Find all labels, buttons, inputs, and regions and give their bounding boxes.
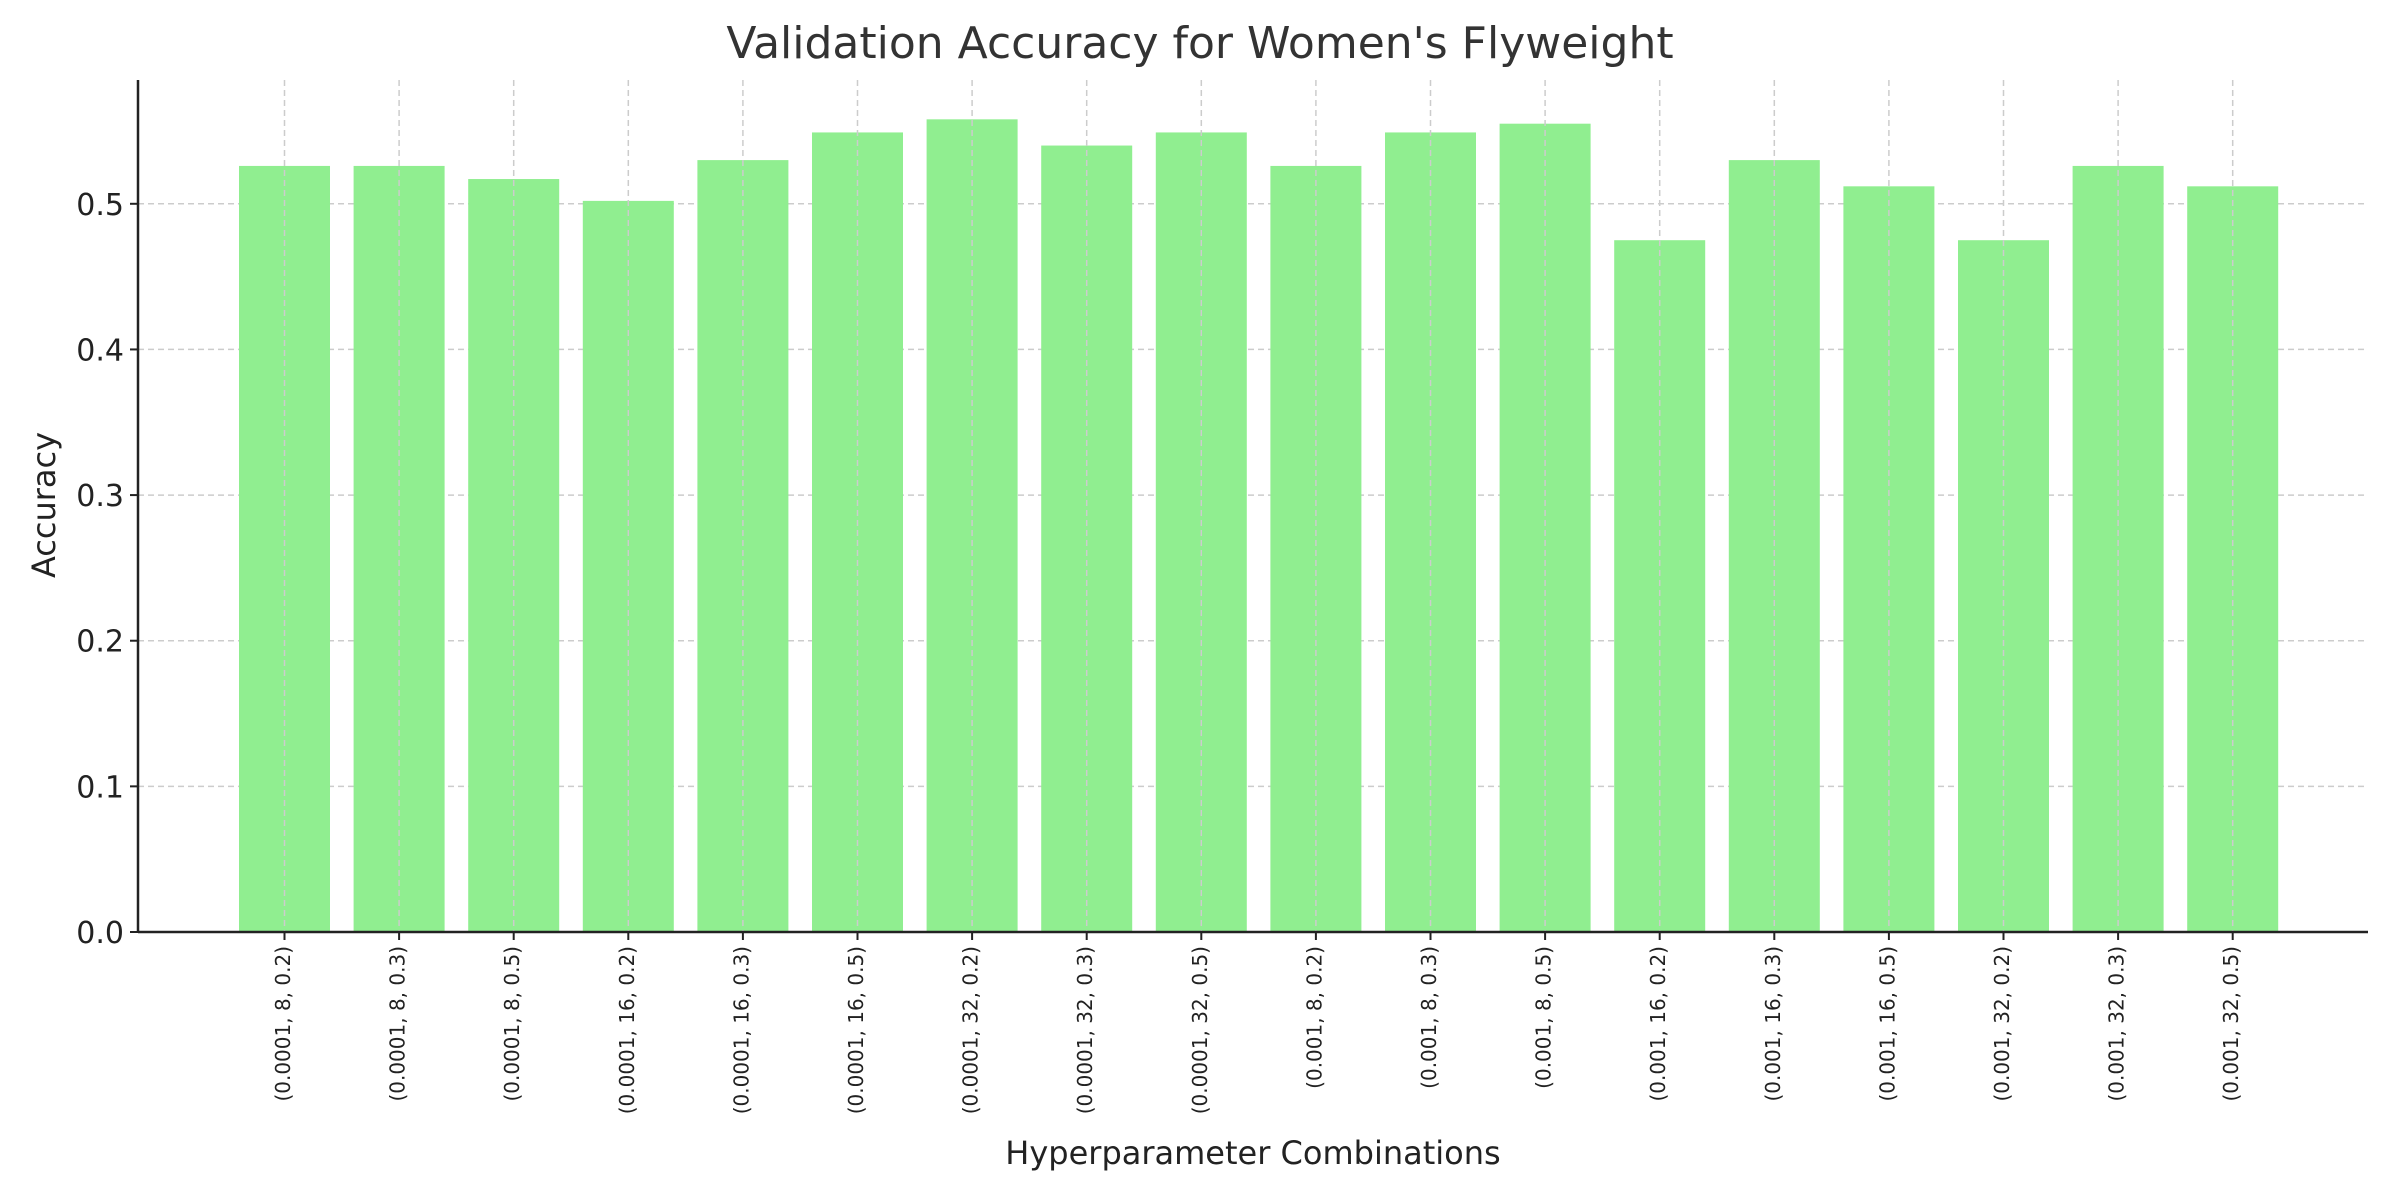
x-tick-label: (0.001, 8, 0.2) [1302, 946, 1326, 1089]
x-tick-label: (0.0001, 8, 0.5) [500, 946, 524, 1102]
bars [239, 119, 2279, 933]
y-tick-label: 0.2 [76, 625, 124, 660]
axes [136, 80, 2368, 934]
y-tick-label: 0.5 [76, 188, 124, 223]
y-tick-label: 0.4 [76, 333, 124, 368]
x-tick-label: (0.001, 32, 0.5) [2219, 946, 2243, 1102]
y-tick-label: 0.1 [76, 770, 124, 805]
y-tick-labels: 0.0 0.1 0.2 0.3 0.4 0.5 [76, 188, 138, 951]
x-tick-label: (0.001, 32, 0.2) [1990, 946, 2014, 1102]
y-tick-label: 0.3 [76, 479, 124, 514]
x-tick-label: (0.001, 8, 0.3) [1417, 946, 1441, 1089]
chart-title: Validation Accuracy for Women's Flyweigh… [726, 18, 1674, 69]
x-tick-label: (0.0001, 32, 0.5) [1188, 946, 1212, 1114]
vertical-grid-lines [283, 80, 2234, 932]
x-tick-label: (0.001, 32, 0.3) [2105, 946, 2129, 1102]
x-tick-label: (0.0001, 8, 0.3) [386, 946, 410, 1102]
bar [1499, 123, 1591, 932]
y-tick-label: 0.0 [76, 916, 124, 951]
x-tick-label: (0.0001, 8, 0.2) [271, 946, 295, 1102]
x-tick-label: (0.0001, 16, 0.5) [844, 946, 868, 1114]
y-axis-label: Accuracy [25, 431, 63, 579]
x-axis-label: Hyperparameter Combinations [1005, 1134, 1501, 1172]
x-tick-label: (0.0001, 16, 0.3) [729, 946, 753, 1114]
x-tick-label: (0.001, 16, 0.5) [1875, 946, 1899, 1102]
x-tick-label: (0.0001, 32, 0.3) [1073, 946, 1097, 1114]
x-tick-label: (0.001, 16, 0.3) [1761, 946, 1785, 1102]
x-tick-label: (0.0001, 16, 0.2) [615, 946, 639, 1114]
x-tick-label: (0.001, 8, 0.5) [1532, 946, 1556, 1089]
x-tick-labels: (0.0001, 8, 0.2) (0.0001, 8, 0.3) (0.0001,… [271, 932, 2243, 1114]
x-tick-label: (0.001, 16, 0.2) [1646, 946, 1670, 1102]
x-tick-label: (0.0001, 32, 0.2) [959, 946, 983, 1114]
